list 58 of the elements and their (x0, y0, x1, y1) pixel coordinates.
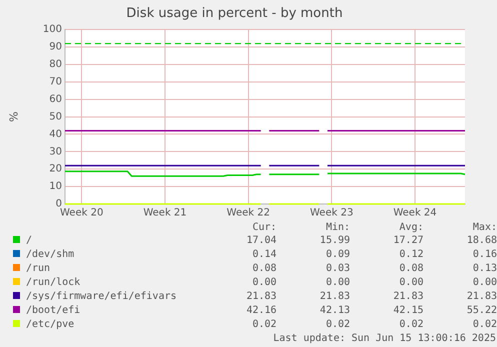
text: 21.83 (318, 290, 350, 304)
text: 0.00 (324, 276, 350, 290)
text: 0.00 (398, 276, 424, 290)
text: Cur: (251, 222, 277, 234)
text: 21.83 (392, 290, 424, 304)
y-tick-label: 20 (49, 164, 62, 175)
text: 15.99 (318, 234, 350, 248)
y-axis-title: % (7, 112, 20, 122)
legend-label: / (26, 235, 32, 246)
legend-label: /run/lock (26, 277, 80, 288)
text: 17.04 (245, 234, 277, 248)
x-tick-label: Week 21 (143, 208, 187, 219)
text: 0.13 (472, 262, 497, 276)
legend-label: /etc/pve (26, 319, 74, 330)
y-tick-label: 50 (49, 111, 62, 122)
text: Avg: (398, 222, 424, 234)
y-tick-label: 90 (49, 42, 62, 53)
x-tick-label: Week 23 (310, 208, 354, 219)
y-tick-label: 10 (49, 181, 62, 192)
legend-label: /dev/shm (26, 249, 74, 260)
y-tick-label: 80 (49, 59, 62, 70)
text: Min: (324, 222, 350, 234)
chart-title: Disk usage in percent - by month (126, 6, 343, 22)
text: 0.00 (251, 276, 277, 290)
text: 0.02 (324, 318, 350, 332)
text: Max: (472, 222, 497, 234)
text: 0.12 (398, 248, 424, 262)
text: 17.27 (392, 234, 424, 248)
legend-label: /run (26, 263, 50, 274)
text: 55.22 (466, 304, 497, 318)
text: 21.83 (466, 290, 497, 304)
text: 0.02 (398, 318, 424, 332)
y-tick-label: 40 (49, 128, 62, 140)
y-tick-label: 60 (49, 94, 62, 105)
x-tick-label: Week 24 (393, 208, 437, 219)
text: 0.02 (251, 318, 277, 332)
text: 0.14 (251, 248, 277, 262)
text: 0.09 (324, 248, 350, 262)
text: 42.16 (245, 304, 277, 318)
text: 18.68 (466, 234, 497, 248)
text: 0.00 (472, 276, 497, 290)
legend-label: /sys/firmware/efi/efivars (26, 291, 177, 302)
x-tick-label: Week 22 (226, 208, 270, 219)
text: 21.83 (245, 290, 277, 304)
text: 0.02 (472, 318, 497, 332)
y-tick-label: 30 (49, 146, 62, 158)
text: 0.03 (324, 262, 350, 276)
text: 0.08 (398, 262, 424, 276)
text: 0.08 (251, 262, 277, 276)
x-tick-label: Week 20 (60, 208, 104, 219)
text: 42.13 (318, 304, 350, 318)
text: 0.16 (472, 248, 497, 262)
y-tick-label: 0 (56, 198, 62, 210)
text: 42.15 (392, 304, 424, 318)
text: Last update: Sun Jun 15 13:00:16 2025 (272, 332, 497, 346)
y-tick-label: 70 (49, 76, 62, 88)
y-tick-label: 100 (42, 24, 62, 36)
legend-label: /boot/efi (26, 305, 80, 316)
